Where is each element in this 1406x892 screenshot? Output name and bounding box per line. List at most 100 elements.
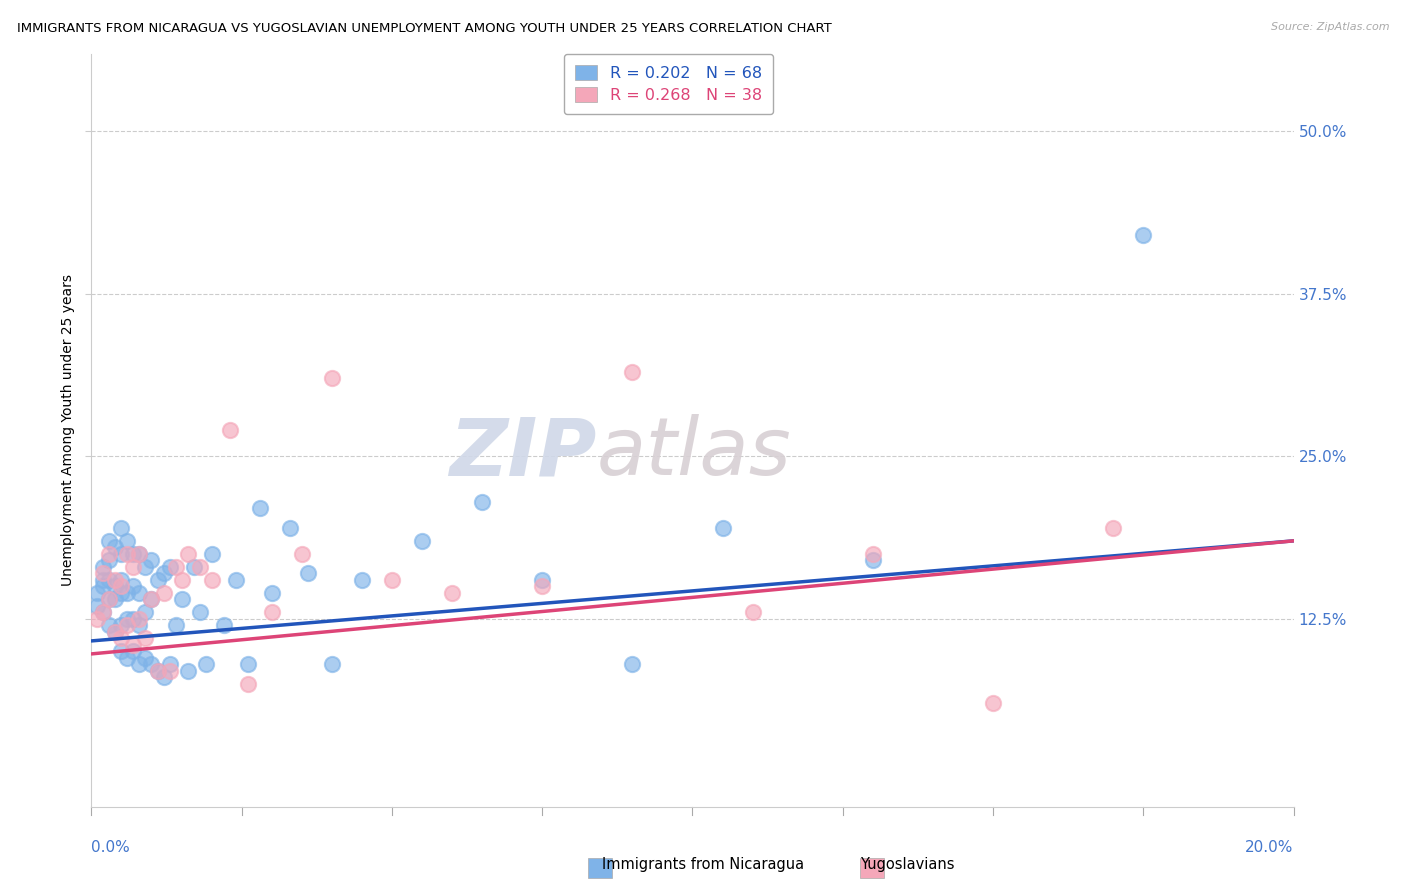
Point — [117, 547, 139, 561]
Point — [440, 586, 463, 600]
Point — [1132, 228, 1154, 243]
Point — [862, 553, 884, 567]
Point — [98, 547, 121, 561]
Point — [134, 632, 156, 646]
Point — [93, 559, 115, 574]
Point — [188, 559, 211, 574]
Point — [122, 579, 145, 593]
Point — [260, 586, 283, 600]
Point — [411, 533, 433, 548]
Point — [146, 664, 169, 678]
Point — [93, 579, 115, 593]
Point — [128, 547, 150, 561]
Point — [117, 618, 139, 632]
Point — [104, 624, 127, 639]
Point — [176, 664, 198, 678]
Point — [862, 547, 884, 561]
Bar — [860, 858, 884, 878]
Point — [110, 547, 132, 561]
Point — [170, 592, 193, 607]
Point — [122, 547, 145, 561]
Point — [141, 592, 163, 607]
Point — [159, 559, 181, 574]
Point — [134, 559, 156, 574]
Point — [176, 547, 198, 561]
Point — [218, 424, 240, 438]
Point — [194, 657, 217, 672]
Point — [128, 547, 150, 561]
Point — [278, 521, 301, 535]
Point — [117, 650, 139, 665]
Point — [152, 586, 174, 600]
Point — [165, 618, 187, 632]
Point — [159, 664, 181, 678]
Point — [86, 586, 108, 600]
Point — [86, 599, 108, 613]
Point — [117, 533, 139, 548]
Point — [128, 657, 150, 672]
Point — [122, 638, 145, 652]
Point — [117, 612, 139, 626]
Point — [291, 547, 314, 561]
Point — [110, 618, 132, 632]
Text: 0.0%: 0.0% — [91, 839, 131, 855]
Point — [471, 495, 494, 509]
Point — [170, 573, 193, 587]
Text: ZIP: ZIP — [449, 414, 596, 492]
Point — [260, 605, 283, 619]
Point — [98, 592, 121, 607]
Point — [110, 573, 132, 587]
Point — [188, 605, 211, 619]
Point — [128, 586, 150, 600]
Point — [1102, 521, 1125, 535]
Point — [236, 657, 259, 672]
Point — [110, 579, 132, 593]
Point — [128, 612, 150, 626]
Point — [93, 573, 115, 587]
Point — [741, 605, 763, 619]
Point — [104, 592, 127, 607]
Text: IMMIGRANTS FROM NICARAGUA VS YUGOSLAVIAN UNEMPLOYMENT AMONG YOUTH UNDER 25 YEARS: IMMIGRANTS FROM NICARAGUA VS YUGOSLAVIAN… — [17, 22, 831, 36]
Point — [98, 553, 121, 567]
Point — [146, 573, 169, 587]
Point — [531, 573, 554, 587]
Point — [141, 592, 163, 607]
Point — [128, 618, 150, 632]
Point — [141, 553, 163, 567]
Point — [122, 559, 145, 574]
Point — [104, 579, 127, 593]
Point — [531, 579, 554, 593]
Point — [249, 501, 271, 516]
Text: atlas: atlas — [596, 414, 792, 492]
Point — [98, 573, 121, 587]
Point — [110, 521, 132, 535]
Point — [165, 559, 187, 574]
Point — [321, 657, 343, 672]
Point — [98, 592, 121, 607]
Point — [711, 521, 734, 535]
Point — [381, 573, 404, 587]
Point — [981, 696, 1004, 710]
Point — [93, 605, 115, 619]
Text: 20.0%: 20.0% — [1246, 839, 1294, 855]
Point — [201, 547, 224, 561]
Point — [321, 371, 343, 385]
Point — [93, 605, 115, 619]
Point — [104, 573, 127, 587]
Point — [122, 644, 145, 658]
Point — [225, 573, 247, 587]
Point — [183, 559, 205, 574]
Text: Immigrants from Nicaragua: Immigrants from Nicaragua — [602, 857, 804, 872]
Point — [621, 657, 644, 672]
Point — [93, 566, 115, 581]
Point — [621, 365, 644, 379]
Point — [159, 657, 181, 672]
Point — [201, 573, 224, 587]
Y-axis label: Unemployment Among Youth under 25 years: Unemployment Among Youth under 25 years — [60, 275, 75, 586]
Point — [141, 657, 163, 672]
Point — [98, 533, 121, 548]
Point — [104, 624, 127, 639]
Point — [297, 566, 319, 581]
Point — [152, 566, 174, 581]
Point — [86, 612, 108, 626]
